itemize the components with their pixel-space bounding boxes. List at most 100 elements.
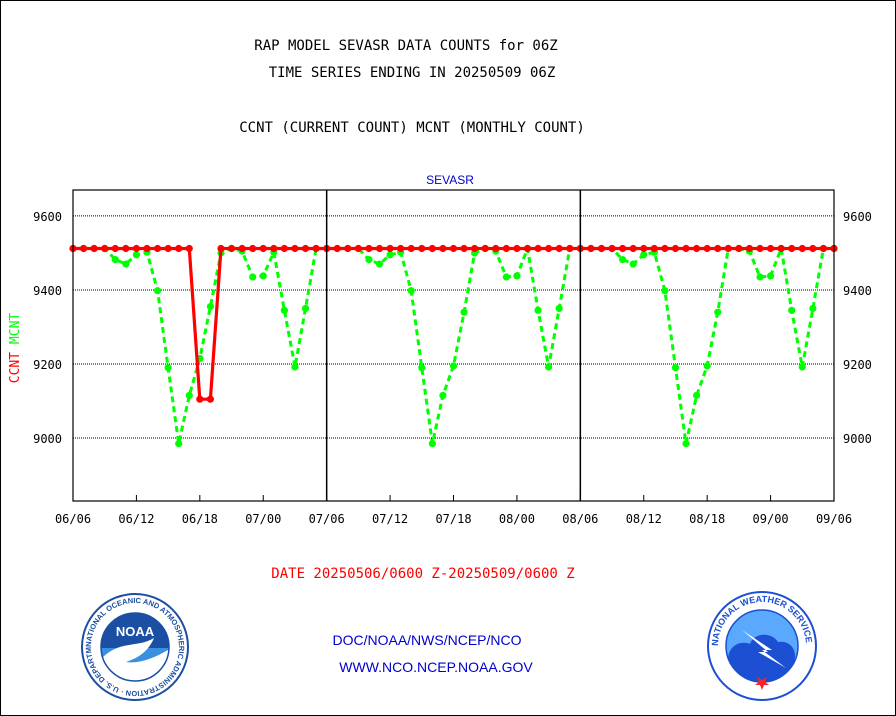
data-point-ccnt	[682, 244, 690, 253]
data-point-mcnt	[682, 440, 690, 448]
data-point-mcnt	[640, 251, 648, 259]
data-point-ccnt	[249, 244, 257, 253]
data-point-mcnt	[513, 272, 521, 280]
data-point-ccnt	[439, 244, 447, 253]
noaa-logo: NATIONAL OCEANIC AND ATMOSPHERIC ADMINIS…	[80, 592, 189, 701]
y-axis-label-part: CCNT	[8, 352, 23, 383]
data-point-ccnt	[375, 244, 384, 253]
data-point-mcnt	[365, 256, 373, 264]
series-line-ccnt	[73, 246, 834, 401]
data-point-ccnt	[259, 244, 267, 253]
data-point-ccnt	[132, 244, 141, 253]
data-point-mcnt	[111, 256, 119, 264]
data-point-ccnt	[661, 244, 669, 253]
data-point-ccnt	[555, 244, 563, 253]
data-point-mcnt	[301, 304, 310, 313]
data-point-ccnt	[407, 244, 415, 253]
data-point-ccnt	[291, 244, 299, 253]
data-point-ccnt	[238, 244, 246, 253]
x-tick-label: 07/00	[245, 512, 281, 526]
x-tick-label: 07/18	[435, 512, 471, 526]
axis-layer: 9000 9000 9200 9200 9400 9400 9600 9600 06/06 06/…	[33, 189, 872, 526]
y-tick-label-right: 9000	[843, 432, 872, 446]
noaa-logo-label: NOAA	[116, 624, 155, 639]
data-point-ccnt	[460, 244, 468, 253]
data-point-mcnt	[175, 440, 183, 448]
data-point-ccnt	[111, 244, 119, 253]
data-point-ccnt	[301, 244, 310, 253]
data-point-mcnt	[788, 306, 796, 314]
data-point-ccnt	[788, 244, 796, 253]
data-point-ccnt	[735, 244, 743, 253]
y-tick-label-right: 9400	[843, 284, 872, 298]
y-tick-label-left: 9000	[33, 432, 62, 446]
x-tick-label: 08/00	[499, 512, 535, 526]
data-point-ccnt	[714, 244, 722, 253]
data-point-ccnt	[545, 244, 553, 253]
data-point-mcnt	[692, 391, 701, 400]
panel-title: SEVASR	[426, 173, 474, 187]
x-tick-label: 07/06	[309, 512, 345, 526]
data-point-ccnt	[428, 244, 436, 253]
y-tick-label-left: 9600	[33, 210, 62, 224]
data-point-mcnt	[661, 287, 669, 295]
y-axis-label-part: MCNT	[8, 313, 23, 352]
footer-org-path: DOC/NOAA/NWS/NCEP/NCO	[332, 632, 522, 648]
data-point-mcnt	[185, 391, 193, 400]
x-tick-label: 06/06	[55, 512, 91, 526]
data-point-ccnt	[619, 244, 627, 253]
data-point-ccnt	[671, 244, 680, 253]
data-point-mcnt	[766, 272, 775, 280]
data-point-ccnt	[523, 244, 532, 253]
chart-title-line2: TIME SERIES ENDING IN 20250509 06Z	[268, 65, 556, 81]
data-point-ccnt	[745, 244, 754, 253]
data-point-ccnt	[809, 244, 817, 253]
data-point-mcnt	[671, 364, 680, 372]
data-point-mcnt	[428, 440, 436, 448]
data-point-ccnt	[333, 244, 341, 253]
x-tick-label: 08/18	[689, 512, 725, 526]
data-point-mcnt	[809, 304, 817, 313]
x-tick-label: 06/18	[182, 512, 218, 526]
data-point-ccnt	[587, 244, 595, 253]
data-point-mcnt	[798, 363, 806, 371]
data-point-ccnt	[650, 244, 658, 253]
plot-frame	[72, 189, 835, 502]
y-tick-label-right: 9600	[843, 210, 872, 224]
data-point-mcnt	[280, 306, 288, 314]
data-point-mcnt	[291, 363, 299, 371]
footer-date-range: DATE 20250506/0600 Z-20250509/0600 Z	[271, 566, 575, 582]
data-point-ccnt	[471, 244, 479, 253]
data-point-ccnt	[798, 244, 806, 253]
series-layer	[69, 244, 838, 448]
data-point-mcnt	[132, 251, 141, 259]
data-point-mcnt	[153, 287, 162, 295]
data-point-mcnt	[629, 260, 637, 268]
x-tick-label: 07/12	[372, 512, 408, 526]
data-point-ccnt	[101, 244, 109, 253]
data-point-mcnt	[375, 260, 384, 268]
data-point-ccnt	[756, 244, 764, 253]
data-point-mcnt	[555, 304, 563, 313]
data-point-mcnt	[545, 363, 553, 371]
y-tick-label-right: 9200	[843, 358, 872, 372]
data-point-ccnt	[502, 244, 510, 253]
data-point-ccnt	[185, 244, 193, 253]
data-point-mcnt	[122, 260, 130, 268]
chart-subtitle: CCNT (CURRENT COUNT) MCNT (MONTHLY COUNT…	[239, 120, 585, 136]
data-point-ccnt	[122, 244, 130, 253]
data-point-ccnt	[365, 244, 373, 253]
data-point-ccnt	[206, 395, 215, 403]
data-point-ccnt	[513, 244, 521, 253]
footer-website: WWW.NCO.NCEP.NOAA.GOV	[339, 659, 533, 675]
data-point-ccnt	[312, 244, 320, 253]
data-point-mcnt	[619, 256, 627, 264]
data-point-mcnt	[714, 308, 722, 316]
x-tick-label: 06/12	[118, 512, 154, 526]
data-point-ccnt	[819, 244, 828, 253]
y-axis-label: CCNT MCNT	[8, 313, 23, 384]
data-point-mcnt	[439, 391, 447, 400]
data-point-ccnt	[418, 244, 426, 253]
data-point-ccnt	[766, 244, 775, 253]
data-point-ccnt	[354, 244, 362, 253]
